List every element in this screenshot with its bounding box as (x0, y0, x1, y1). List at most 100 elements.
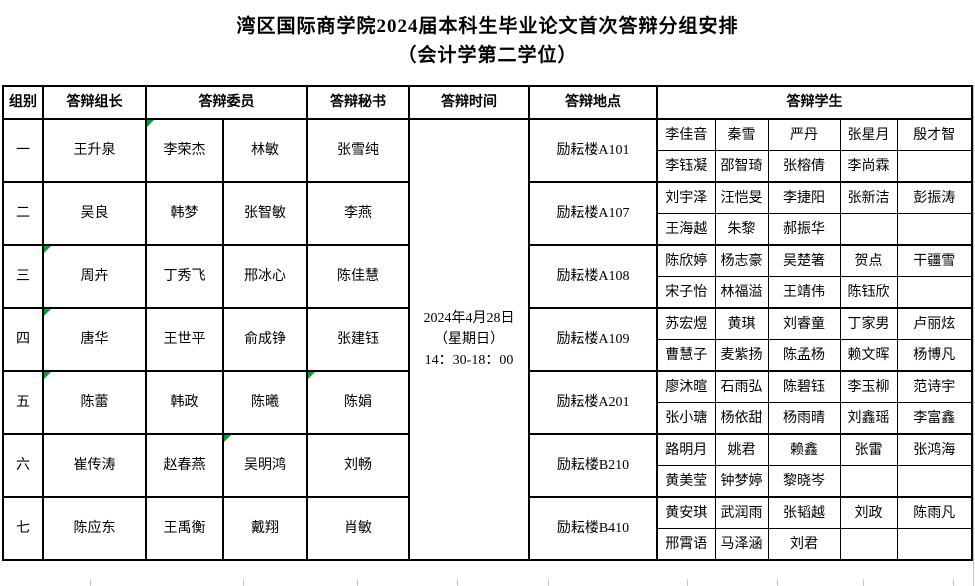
schedule-sheet: 组别 答辩组长 答辩委员 答辩秘书 答辩时间 答辩地点 答辩学生 一王升泉 李荣杰 林敏 张雪纯 2… (2, 85, 974, 561)
sheet-right-gridline (973, 85, 974, 586)
cell-student: 张鸿海 (896, 433, 973, 466)
cell-committee-2: 吴明鸿 (222, 433, 308, 498)
cell-student: 马泽涵 (714, 528, 769, 561)
cell-leader: 吴良 (42, 181, 147, 246)
cell-student: 陈欣婷 (656, 244, 716, 277)
cell-committee-1: 李荣杰 (145, 118, 224, 183)
cell-committee-2: 陈曦 (222, 370, 308, 435)
cell-student: 赖鑫 (767, 433, 841, 466)
cell-committee-2: 林敏 (222, 118, 308, 183)
cell-student: 陈钰欣 (839, 276, 898, 309)
cell-location: 励耘楼B410 (528, 496, 658, 561)
gridline-stub (90, 579, 91, 586)
cell-student: 范诗宇 (896, 370, 973, 403)
cell-leader: 唐华 (42, 307, 147, 372)
cell-student (839, 213, 898, 246)
cell-student: 李富鑫 (896, 402, 973, 435)
cell-student: 杨依甜 (714, 402, 769, 435)
page-subtitle: （会计学第二学位） (397, 45, 578, 66)
cell-student: 曹慧子 (656, 339, 716, 372)
cell-student: 彭振涛 (896, 181, 973, 214)
cell-committee-2: 俞成铮 (222, 307, 308, 372)
cell-student: 邵智琦 (714, 150, 769, 183)
cell-student: 刘君 (767, 528, 841, 561)
cell-secretary: 陈娟 (306, 370, 410, 435)
cell-student: 邢霄语 (656, 528, 716, 561)
header-location: 答辩地点 (528, 85, 658, 120)
cell-leader: 周卉 (42, 244, 147, 309)
cell-student: 张韬越 (767, 496, 841, 529)
cell-group-label: 六 (2, 433, 44, 498)
cell-student: 张雷 (839, 433, 898, 466)
cell-student: 林福溢 (714, 276, 769, 309)
cell-location: 励耘楼A109 (528, 307, 658, 372)
cell-group-label: 七 (2, 496, 44, 561)
cell-student: 殷才智 (896, 118, 973, 151)
cell-student: 干疆雪 (896, 244, 973, 277)
cell-location: 励耘楼A108 (528, 244, 658, 309)
cell-student (839, 528, 898, 561)
cell-student: 杨志豪 (714, 244, 769, 277)
cell-group-label: 四 (2, 307, 44, 372)
cell-student: 钟梦婷 (714, 465, 769, 498)
cell-committee-1: 王世平 (145, 307, 224, 372)
header-secretary: 答辩秘书 (306, 85, 410, 120)
gridline-stub (243, 579, 244, 586)
cell-student: 杨雨晴 (767, 402, 841, 435)
table-header-row: 组别 答辩组长 答辩委员 答辩秘书 答辩时间 答辩地点 答辩学生 (2, 85, 974, 120)
cell-secretary: 陈佳慧 (306, 244, 410, 309)
cell-student: 武润雨 (714, 496, 769, 529)
group-row-students-2: 曹慧子 麦紫扬 陈孟杨 赖文晖 杨博凡 (3, 339, 973, 372)
cell-student (896, 528, 973, 561)
cell-student: 李钰凝 (656, 150, 716, 183)
header-students: 答辩学生 (655, 85, 974, 120)
cell-student: 秦雪 (714, 118, 769, 151)
cell-student (896, 213, 973, 246)
header-time: 答辩时间 (408, 85, 530, 120)
group-row: 四唐华 王世平 俞成铮 张建钰 励耘楼A109 苏宏煜 黄琪 刘睿童 丁家男 卢丽炫 (2, 307, 973, 372)
cell-secretary: 张雪纯 (306, 118, 410, 183)
page-title: 湾区国际商学院2024届本科生毕业论文首次答辩分组安排 (236, 16, 739, 37)
title-block: 湾区国际商学院2024届本科生毕业论文首次答辩分组安排 （会计学第二学位） (0, 12, 975, 70)
cell-committee-2: 戴翔 (222, 496, 308, 561)
group-row: 五陈蕾 韩政 陈曦 陈娟 励耘楼A201 廖沐暄 石雨弘 陈碧钰 李玉柳 范诗宇 (2, 370, 973, 435)
cell-student: 路明月 (656, 433, 716, 466)
cell-student: 苏宏煜 (656, 307, 716, 340)
cell-student: 廖沐暄 (656, 370, 716, 403)
gridline-stub (687, 579, 688, 586)
cell-student: 贺点 (839, 244, 898, 277)
cell-student: 李佳音 (656, 118, 716, 151)
cell-committee-1: 韩政 (145, 370, 224, 435)
gridline-stub (953, 579, 954, 586)
cell-student (896, 465, 973, 498)
cell-secretary: 张建钰 (306, 307, 410, 372)
cell-group-label: 三 (2, 244, 44, 309)
cell-student: 刘睿童 (767, 307, 841, 340)
cell-student: 张小瑭 (656, 402, 716, 435)
group-row-students-2: 李钰凝 邵智琦 张榕倩 李尚霖 (3, 150, 973, 183)
cell-group-label: 一 (2, 118, 44, 183)
cell-location: 励耘楼B210 (528, 433, 658, 498)
cell-student: 陈碧钰 (767, 370, 841, 403)
group-row: 二吴良 韩梦 张智敏 李燕 励耘楼A107 刘宇泽 汪恺旻 李捷阳 张新洁 彭振涛 (2, 181, 973, 246)
group-row-students-2: 黄美莹 钟梦婷 黎晓岑 (3, 465, 973, 498)
cell-student: 汪恺旻 (714, 181, 769, 214)
header-committee: 答辩委员 (145, 85, 308, 120)
cell-committee-1: 赵春燕 (145, 433, 224, 498)
cell-student: 石雨弘 (714, 370, 769, 403)
group-row: 六崔传涛 赵春燕 吴明鸿 刘畅 励耘楼B210 路明月 姚君 赖鑫 张雷 张鸿海 (2, 433, 973, 498)
cell-group-label: 二 (2, 181, 44, 246)
group-row: 一王升泉 李荣杰 林敏 张雪纯 2024年4月28日 （星期日） 14：30-18：00… (2, 118, 973, 561)
cell-student (839, 465, 898, 498)
cell-committee-2: 张智敏 (222, 181, 308, 246)
cell-student: 黄琪 (714, 307, 769, 340)
cell-student: 王海越 (656, 213, 716, 246)
cell-leader: 崔传涛 (42, 433, 147, 498)
gridline-stub (457, 579, 458, 586)
cell-student: 朱黎 (714, 213, 769, 246)
cell-student: 郝振华 (767, 213, 841, 246)
cell-student: 刘鑫瑶 (839, 402, 898, 435)
cell-student: 陈孟杨 (767, 339, 841, 372)
cell-student: 卢丽炫 (896, 307, 973, 340)
cell-leader: 陈蕾 (42, 370, 147, 435)
